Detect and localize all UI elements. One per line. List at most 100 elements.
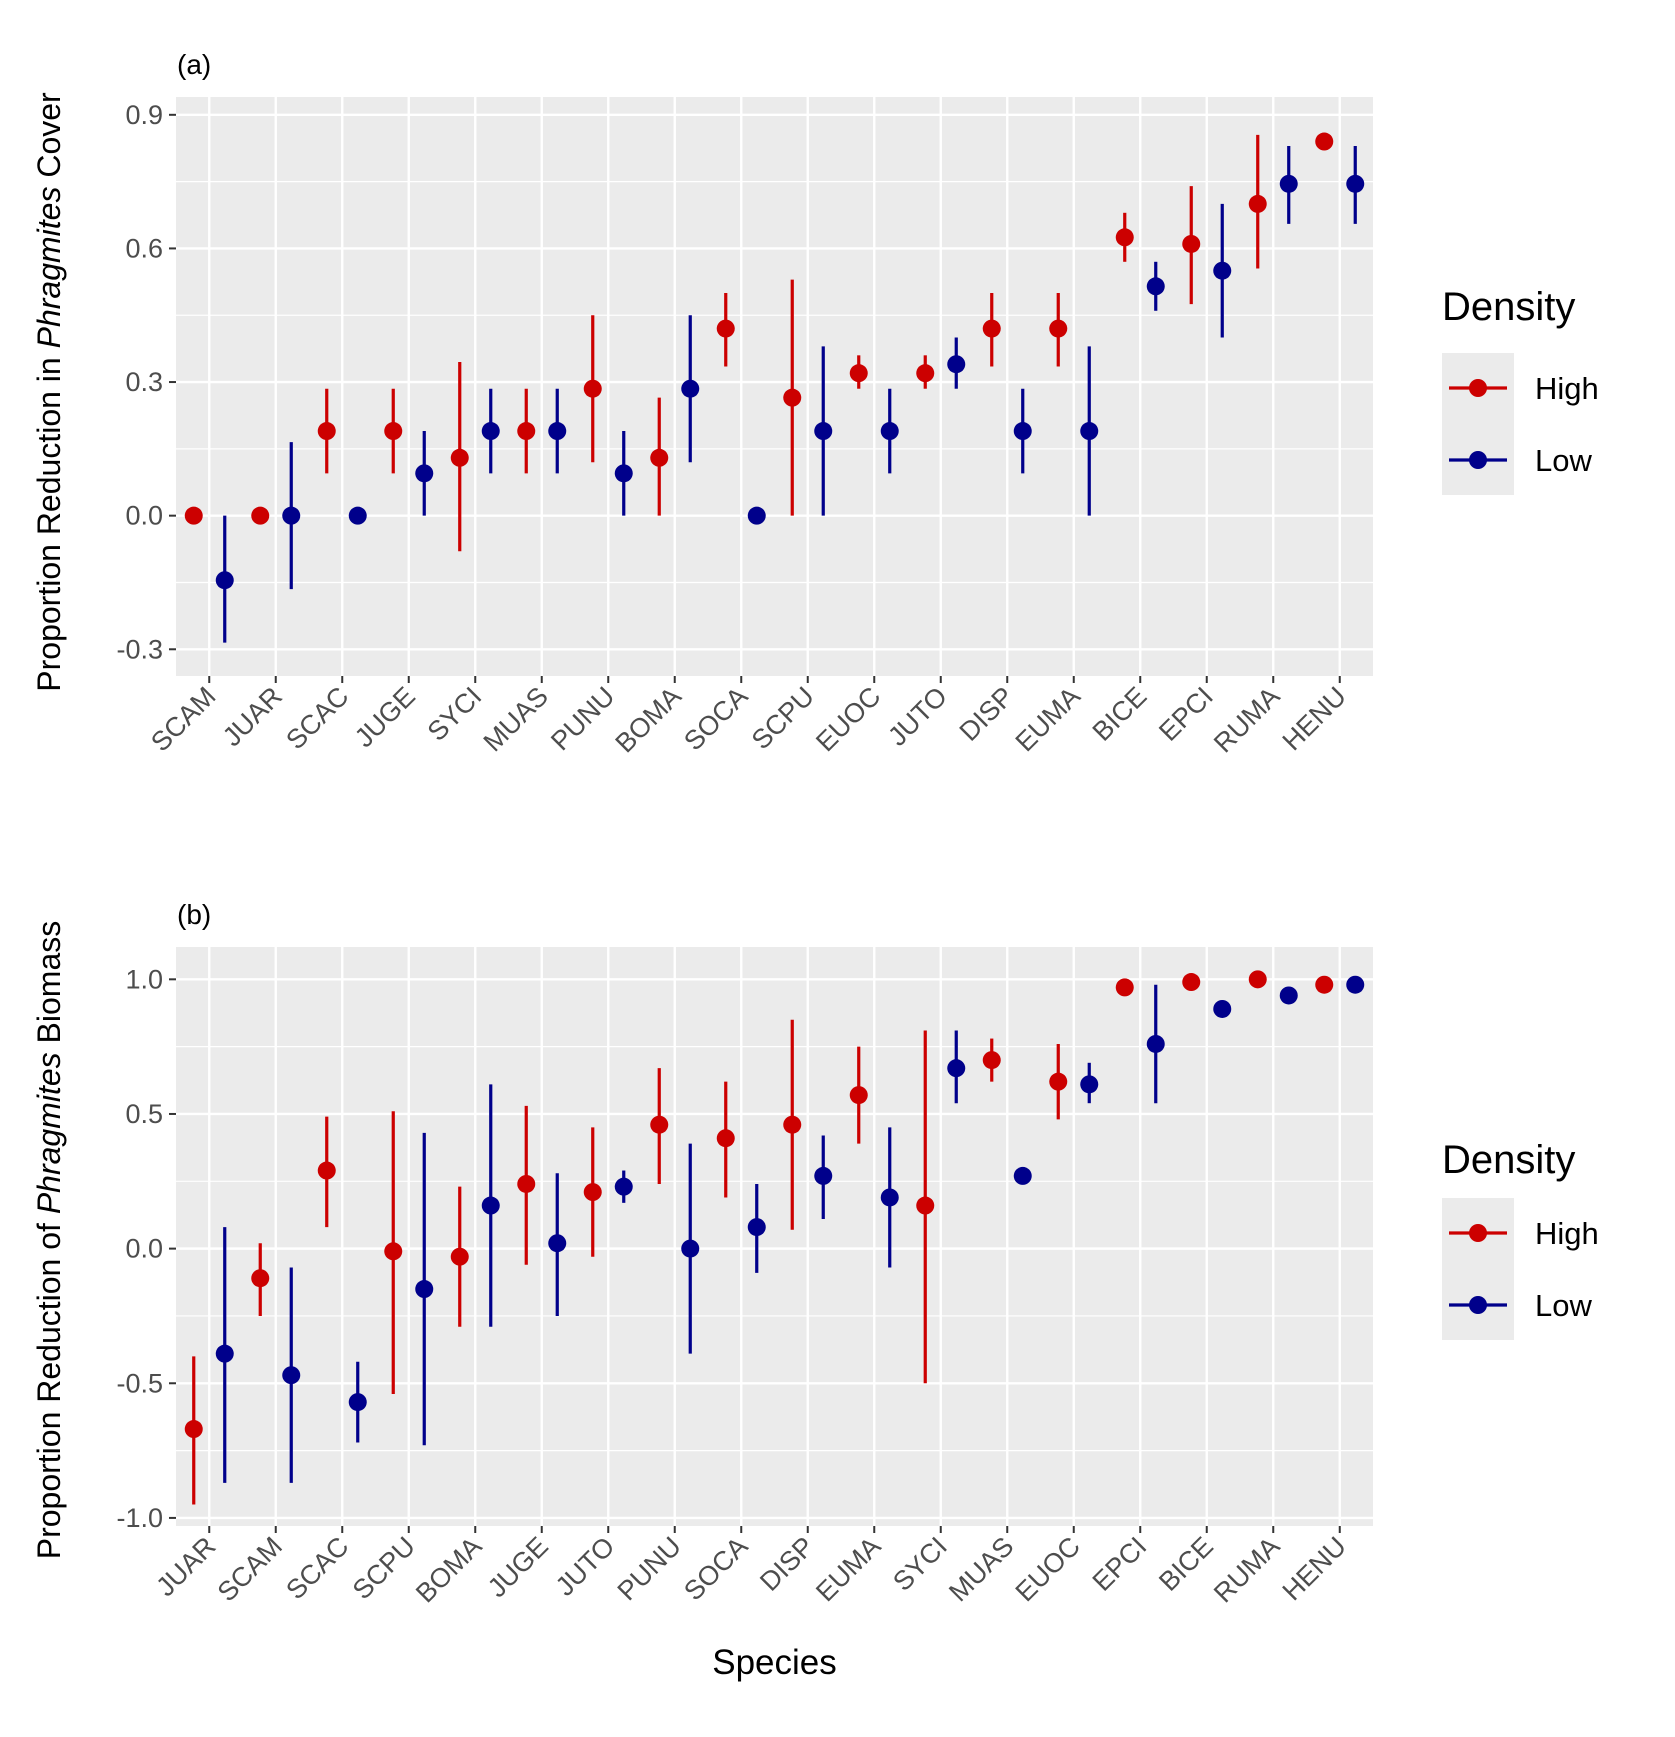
x-tick-label: EUOC xyxy=(810,681,886,757)
data-point xyxy=(783,1115,802,1134)
x-tick-label: SCPU xyxy=(746,681,820,755)
data-point xyxy=(1315,975,1334,994)
data-point xyxy=(215,571,234,590)
data-point xyxy=(548,422,567,441)
data-point xyxy=(982,319,1001,338)
legend-label: High xyxy=(1535,371,1599,406)
legend: Density High Low xyxy=(1442,1138,1599,1340)
data-point xyxy=(849,364,868,383)
y-tick-label: 0.0 xyxy=(125,1234,163,1264)
data-point xyxy=(1248,194,1267,213)
x-tick-label: SCAC xyxy=(280,681,354,755)
plot-panel xyxy=(176,97,1373,676)
y-axis-label-part: Proportion Reduction in xyxy=(31,348,67,691)
x-tick-label: JUAR xyxy=(150,1531,221,1602)
data-point xyxy=(184,1420,203,1439)
data-point xyxy=(517,422,536,441)
data-point xyxy=(947,1059,966,1078)
x-tick-label: SOCA xyxy=(678,1531,753,1606)
x-tick-label: EPCI xyxy=(1087,1531,1153,1597)
data-point xyxy=(317,1161,336,1180)
x-tick-label: SCAC xyxy=(280,1531,354,1605)
panel-b: -1.0 -0.5 0.0 0.5 1.0 JUARSCAMSCACSCPUBOMAJUG… xyxy=(31,899,1599,1682)
data-point xyxy=(849,1086,868,1105)
data-point xyxy=(481,422,500,441)
data-point xyxy=(251,506,270,525)
data-point xyxy=(1182,234,1201,253)
data-point xyxy=(716,319,735,338)
x-tick-label: JUGE xyxy=(482,1531,554,1603)
data-point xyxy=(450,448,469,467)
data-point xyxy=(880,422,899,441)
data-point xyxy=(1013,1166,1032,1185)
x-tick-label: JUTO xyxy=(550,1531,621,1602)
y-tick-label: 0.0 xyxy=(125,501,163,531)
x-tick-label: SCPU xyxy=(347,1531,421,1605)
data-point xyxy=(415,1280,434,1299)
data-point xyxy=(215,1344,234,1363)
data-point xyxy=(317,422,336,441)
x-tick-label: RUMA xyxy=(1208,1531,1285,1608)
y-tick-label: -1.0 xyxy=(116,1503,163,1533)
panel-tag: (a) xyxy=(177,49,211,80)
data-point xyxy=(747,1218,766,1237)
y-tick-label: -0.5 xyxy=(116,1368,163,1398)
plot-panel xyxy=(176,947,1373,1526)
y-tick-label: 0.9 xyxy=(125,100,163,130)
data-point xyxy=(1315,132,1334,151)
x-tick-label: PUNU xyxy=(612,1531,687,1606)
x-tick-label: BOMA xyxy=(610,681,687,758)
data-point xyxy=(251,1269,270,1288)
data-point xyxy=(1182,973,1201,992)
legend-key-background xyxy=(1442,1198,1514,1340)
x-tick-label: EUOC xyxy=(1010,1531,1086,1607)
legend-key-point xyxy=(1469,451,1487,469)
data-point xyxy=(814,422,833,441)
x-tick-label: BICE xyxy=(1087,681,1153,747)
legend: Density High Low xyxy=(1442,285,1599,495)
y-axis-label-part: Biomass xyxy=(31,921,67,1053)
data-point xyxy=(982,1051,1001,1070)
data-point xyxy=(583,379,602,398)
data-point xyxy=(614,464,633,483)
data-point xyxy=(548,1234,567,1253)
data-point xyxy=(1248,970,1267,989)
x-tick-label: MUAS xyxy=(943,1531,1019,1607)
data-point xyxy=(916,364,935,383)
x-tick-label: SCAM xyxy=(212,1531,288,1607)
data-point xyxy=(1346,174,1365,193)
data-point xyxy=(450,1247,469,1266)
legend-title: Density xyxy=(1442,285,1575,329)
data-point xyxy=(1049,1072,1068,1091)
y-tick-label: 0.5 xyxy=(125,1099,163,1129)
legend-title: Density xyxy=(1442,1138,1575,1182)
data-point xyxy=(1146,1034,1165,1053)
y-axis-label: Proportion Reduction of Phragmites Bioma… xyxy=(31,921,67,1560)
x-tick-label: BOMA xyxy=(410,1531,487,1608)
series-high xyxy=(184,970,1334,1505)
data-point xyxy=(415,464,434,483)
series-low xyxy=(215,975,1365,1483)
y-axis-label-part: Proportion Reduction of xyxy=(31,1214,67,1559)
data-point xyxy=(384,1242,403,1261)
legend-key-point xyxy=(1469,379,1487,397)
data-point xyxy=(184,506,203,525)
data-point xyxy=(348,506,367,525)
x-tick-label: JUGE xyxy=(349,681,421,753)
x-tick-label: JUAR xyxy=(217,681,288,752)
data-point xyxy=(1279,986,1298,1005)
data-point xyxy=(1013,422,1032,441)
legend-label: Low xyxy=(1535,1288,1592,1323)
data-point xyxy=(681,379,700,398)
data-point xyxy=(282,1366,301,1385)
y-tick-label: 0.3 xyxy=(125,367,163,397)
data-point xyxy=(348,1393,367,1412)
legend-key-background xyxy=(1442,353,1514,495)
data-point xyxy=(1346,975,1365,994)
data-point xyxy=(947,355,966,374)
legend-label: High xyxy=(1535,1216,1599,1251)
x-tick-label: HENU xyxy=(1277,681,1352,756)
y-tick-label: 0.6 xyxy=(125,233,163,263)
